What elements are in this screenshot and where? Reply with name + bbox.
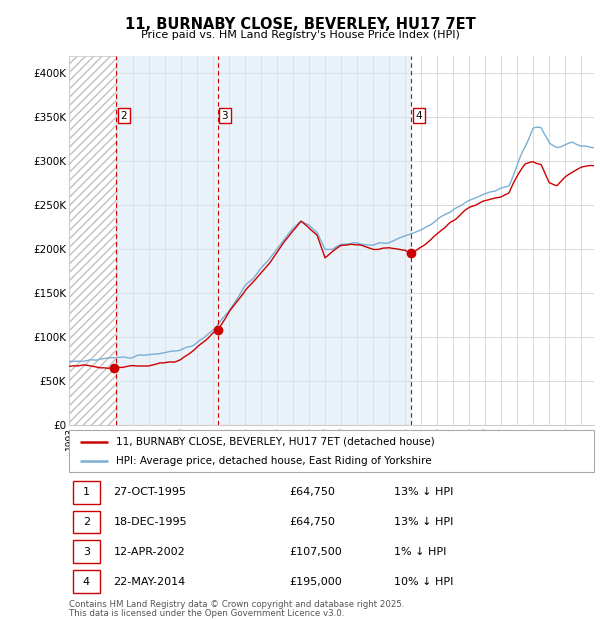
Text: 10% ↓ HPI: 10% ↓ HPI	[395, 577, 454, 587]
FancyBboxPatch shape	[73, 511, 100, 533]
Text: Price paid vs. HM Land Registry's House Price Index (HPI): Price paid vs. HM Land Registry's House …	[140, 30, 460, 40]
Text: £107,500: £107,500	[290, 547, 342, 557]
Text: 4: 4	[415, 110, 422, 120]
Text: 3: 3	[83, 547, 90, 557]
Bar	[69, 56, 116, 425]
Text: 12-APR-2002: 12-APR-2002	[113, 547, 185, 557]
FancyBboxPatch shape	[73, 570, 100, 593]
Text: HPI: Average price, detached house, East Riding of Yorkshire: HPI: Average price, detached house, East…	[116, 456, 432, 466]
Text: 3: 3	[221, 110, 228, 120]
Text: 22-MAY-2014: 22-MAY-2014	[113, 577, 186, 587]
Text: £195,000: £195,000	[290, 577, 342, 587]
Text: 2: 2	[121, 110, 127, 120]
Text: 4: 4	[83, 577, 90, 587]
Text: Contains HM Land Registry data © Crown copyright and database right 2025.: Contains HM Land Registry data © Crown c…	[69, 600, 404, 609]
Text: 13% ↓ HPI: 13% ↓ HPI	[395, 487, 454, 497]
Text: 2: 2	[83, 517, 90, 527]
Text: 27-OCT-1995: 27-OCT-1995	[113, 487, 187, 497]
Text: 18-DEC-1995: 18-DEC-1995	[113, 517, 187, 527]
Text: £64,750: £64,750	[290, 487, 335, 497]
Text: This data is licensed under the Open Government Licence v3.0.: This data is licensed under the Open Gov…	[69, 609, 344, 618]
Text: 1: 1	[83, 487, 90, 497]
Text: 1% ↓ HPI: 1% ↓ HPI	[395, 547, 447, 557]
Text: £64,750: £64,750	[290, 517, 335, 527]
FancyBboxPatch shape	[73, 541, 100, 563]
Text: 11, BURNABY CLOSE, BEVERLEY, HU17 7ET: 11, BURNABY CLOSE, BEVERLEY, HU17 7ET	[125, 17, 475, 32]
Text: 13% ↓ HPI: 13% ↓ HPI	[395, 517, 454, 527]
Text: 11, BURNABY CLOSE, BEVERLEY, HU17 7ET (detached house): 11, BURNABY CLOSE, BEVERLEY, HU17 7ET (d…	[116, 436, 435, 446]
FancyBboxPatch shape	[73, 481, 100, 503]
Bar	[116, 56, 412, 425]
